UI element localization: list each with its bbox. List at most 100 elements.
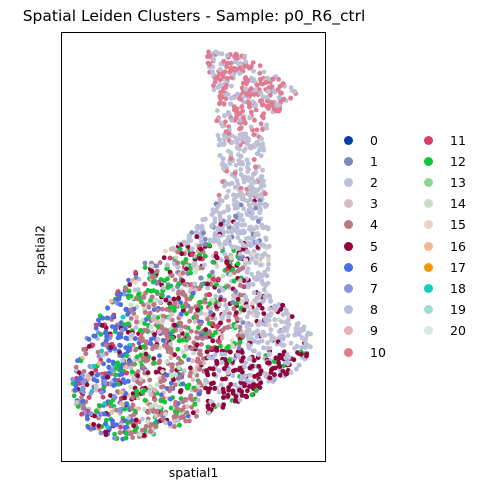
scatter-point <box>221 209 227 215</box>
scatter-point <box>210 402 216 408</box>
scatter-point <box>235 235 241 241</box>
scatter-point <box>243 59 249 65</box>
scatter-point <box>230 344 236 350</box>
scatter-point <box>244 157 250 163</box>
scatter-point <box>181 368 187 374</box>
scatter-point <box>260 167 265 173</box>
scatter-point <box>237 111 243 116</box>
scatter-point <box>226 344 231 349</box>
scatter-point <box>260 94 266 100</box>
scatter-point <box>110 359 116 365</box>
scatter-point <box>168 355 174 361</box>
scatter-point <box>253 87 259 93</box>
scatter-point <box>237 256 242 261</box>
legend-marker <box>344 262 353 272</box>
scatter-point <box>234 225 240 231</box>
scatter-point <box>180 291 186 297</box>
scatter-point <box>108 400 114 405</box>
scatter-point <box>184 296 190 302</box>
scatter-point <box>296 362 302 368</box>
scatter-point <box>128 384 134 390</box>
scatter-point <box>114 296 120 302</box>
scatter-point <box>268 298 273 304</box>
legend-marker <box>424 199 433 209</box>
legend-label: 12 <box>450 153 466 169</box>
scatter-point <box>272 303 278 309</box>
scatter-point <box>182 282 188 287</box>
scatter-point <box>202 236 208 242</box>
scatter-point <box>195 397 201 403</box>
scatter-point <box>162 327 168 333</box>
scatter-point <box>252 117 257 123</box>
scatter-point <box>188 328 194 334</box>
legend-label: 8 <box>370 302 378 318</box>
scatter-point <box>210 269 215 275</box>
scatter-point <box>201 230 206 236</box>
scatter-point <box>147 310 153 316</box>
scatter-point <box>235 333 241 338</box>
scatter-point <box>217 77 223 83</box>
legend-marker <box>344 135 353 145</box>
scatter-point <box>207 386 213 391</box>
scatter-point <box>245 284 251 290</box>
scatter-point <box>214 361 220 366</box>
scatter-point <box>251 157 257 163</box>
scatter-point <box>272 317 278 322</box>
scatter-point <box>225 53 230 58</box>
scatter-point <box>172 382 178 388</box>
scatter-point <box>240 246 246 252</box>
legend-item-2: 2 <box>344 172 378 192</box>
scatter-point <box>185 404 190 409</box>
scatter-point <box>221 86 226 91</box>
scatter-point <box>172 352 178 358</box>
scatter-point <box>202 262 207 268</box>
scatter-point <box>206 277 211 283</box>
scatter-point <box>272 359 277 364</box>
scatter-point <box>217 211 223 217</box>
scatter-point <box>235 229 241 235</box>
scatter-point <box>226 318 232 323</box>
legend-label: 16 <box>450 238 466 254</box>
scatter-point <box>265 340 270 346</box>
scatter-point <box>218 221 224 227</box>
scatter-point <box>138 328 143 333</box>
scatter-point <box>247 365 253 371</box>
scatter-point <box>80 405 86 411</box>
scatter-point <box>197 391 202 397</box>
scatter-point <box>288 340 294 346</box>
scatter-point <box>277 372 283 378</box>
scatter-point <box>112 435 117 441</box>
scatter-point <box>137 336 143 342</box>
scatter-point <box>135 287 141 293</box>
scatter-point <box>163 411 168 417</box>
scatter-point <box>208 282 214 287</box>
scatter-point <box>259 113 265 119</box>
scatter-point <box>267 293 272 299</box>
scatter-point <box>283 371 289 377</box>
scatter-point <box>227 235 233 240</box>
scatter-point <box>276 360 281 366</box>
scatter-point <box>176 333 182 339</box>
scatter-point <box>139 427 145 433</box>
scatter-point <box>195 226 201 232</box>
scatter-point <box>91 363 97 369</box>
scatter-point <box>245 235 251 241</box>
scatter-point <box>237 118 243 123</box>
scatter-point <box>238 189 244 195</box>
scatter-point <box>109 298 114 304</box>
scatter-point <box>280 312 286 318</box>
scatter-point <box>248 124 254 130</box>
scatter-point <box>243 294 249 300</box>
legend-marker <box>344 326 353 336</box>
scatter-point <box>258 368 264 374</box>
scatter-point <box>233 310 239 316</box>
scatter-point <box>219 359 225 365</box>
scatter-point <box>192 319 198 325</box>
scatter-point <box>183 418 189 424</box>
scatter-point <box>225 91 231 97</box>
scatter-point <box>241 179 247 185</box>
scatter-point <box>221 390 227 395</box>
scatter-point <box>167 255 173 261</box>
legend-item-5: 5 <box>344 236 378 256</box>
scatter-point <box>263 235 268 241</box>
